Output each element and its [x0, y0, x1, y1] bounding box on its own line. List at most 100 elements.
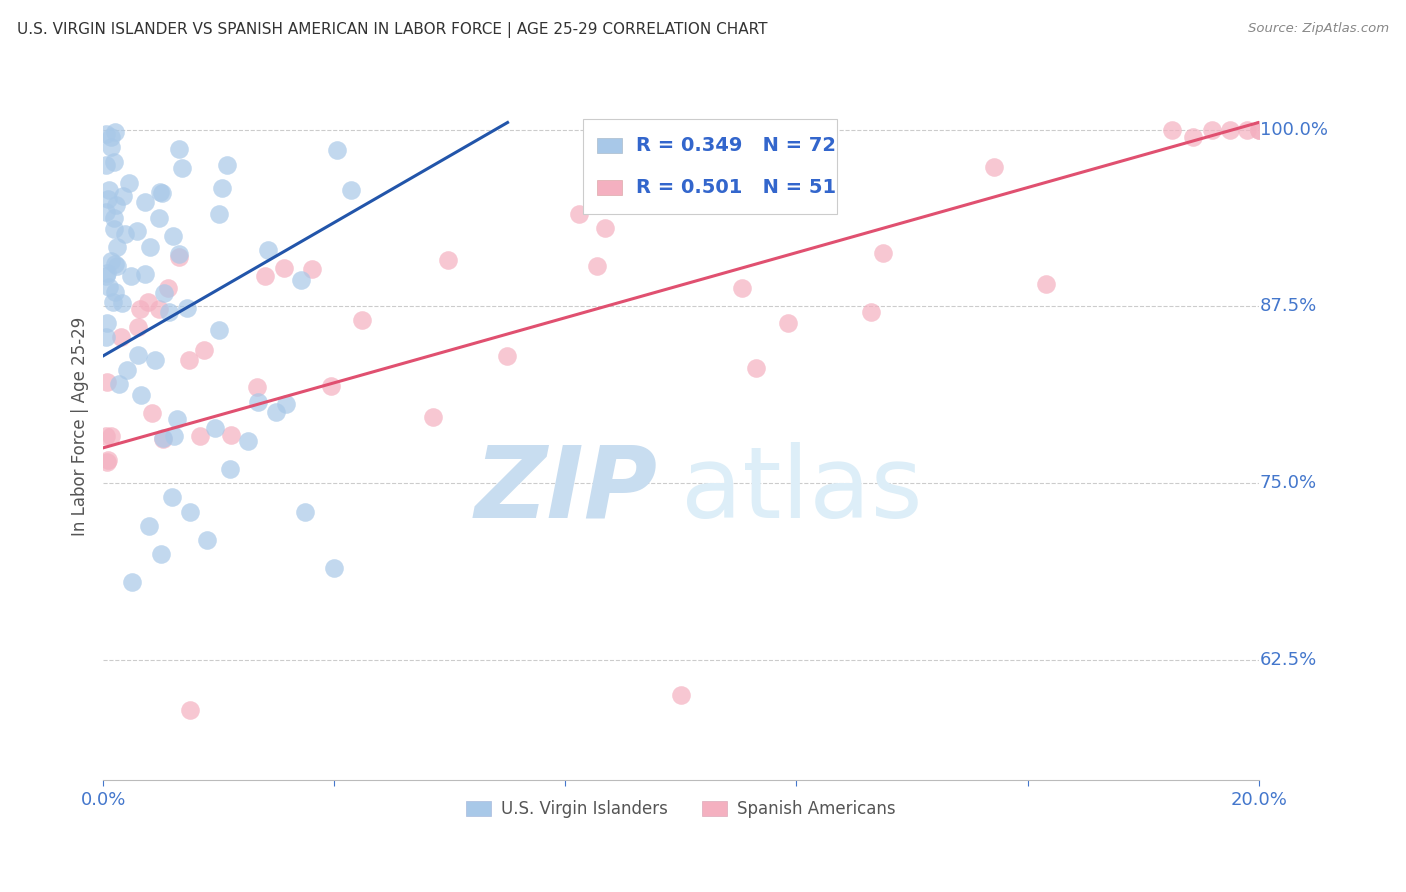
Point — [669, 689, 692, 703]
Point — [105, 259, 128, 273]
Point — [1181, 129, 1204, 144]
Point — [294, 504, 316, 518]
Point — [138, 240, 160, 254]
Text: 87.5%: 87.5% — [1260, 297, 1317, 316]
Point — [94, 158, 117, 172]
Point — [108, 376, 131, 391]
Point — [100, 253, 122, 268]
Point — [157, 305, 180, 319]
Point — [127, 348, 149, 362]
Point — [179, 504, 201, 518]
Point — [169, 250, 191, 264]
Point — [1035, 277, 1057, 291]
Point — [149, 547, 172, 561]
Point — [167, 247, 190, 261]
Point — [115, 363, 138, 377]
Text: Source: ZipAtlas.com: Source: ZipAtlas.com — [1249, 22, 1389, 36]
Point — [156, 281, 179, 295]
Point — [103, 211, 125, 226]
Point — [96, 455, 118, 469]
FancyBboxPatch shape — [582, 119, 837, 214]
Point — [776, 316, 799, 330]
Point — [496, 349, 519, 363]
Point — [172, 161, 194, 176]
Point — [162, 491, 184, 505]
Point — [725, 180, 748, 194]
Point — [98, 183, 121, 197]
Text: 75.0%: 75.0% — [1260, 475, 1317, 492]
Point — [176, 301, 198, 315]
Point — [983, 161, 1005, 175]
Point — [138, 518, 160, 533]
Point — [745, 361, 768, 376]
Point — [1247, 122, 1270, 136]
Point — [111, 296, 134, 310]
Point — [94, 330, 117, 344]
Text: 62.5%: 62.5% — [1260, 651, 1317, 669]
Point — [321, 379, 343, 393]
Point — [219, 427, 242, 442]
Point — [436, 253, 458, 268]
Point — [606, 182, 628, 196]
Point — [96, 316, 118, 330]
FancyBboxPatch shape — [596, 180, 621, 195]
Point — [266, 405, 288, 419]
Point — [104, 125, 127, 139]
Point — [195, 533, 218, 547]
Point — [105, 240, 128, 254]
Point — [169, 141, 191, 155]
Text: atlas: atlas — [681, 442, 922, 539]
Point — [149, 185, 172, 199]
Point — [1161, 122, 1184, 136]
Text: R = 0.349   N = 72: R = 0.349 N = 72 — [636, 136, 835, 155]
Point — [152, 431, 174, 445]
Point — [1201, 122, 1223, 136]
Point — [97, 280, 120, 294]
Y-axis label: In Labor Force | Age 25-29: In Labor Force | Age 25-29 — [72, 317, 89, 536]
Point — [585, 259, 607, 273]
Point — [163, 429, 186, 443]
Point — [97, 192, 120, 206]
Point — [208, 323, 231, 337]
Text: 100.0%: 100.0% — [1260, 120, 1327, 138]
Point — [110, 330, 132, 344]
Point — [188, 429, 211, 443]
Point — [100, 429, 122, 443]
Point — [204, 421, 226, 435]
Point — [141, 406, 163, 420]
Point — [100, 129, 122, 144]
Point — [143, 353, 166, 368]
Text: ZIP: ZIP — [475, 442, 658, 539]
Point — [162, 228, 184, 243]
Point — [94, 429, 117, 443]
Point — [104, 257, 127, 271]
Point — [872, 245, 894, 260]
Point — [254, 269, 277, 284]
Point — [129, 302, 152, 317]
Point — [150, 186, 173, 200]
Text: U.S. VIRGIN ISLANDER VS SPANISH AMERICAN IN LABOR FORCE | AGE 25-29 CORRELATION : U.S. VIRGIN ISLANDER VS SPANISH AMERICAN… — [17, 22, 768, 38]
Point — [94, 205, 117, 219]
Point — [208, 207, 231, 221]
Point — [247, 394, 270, 409]
Point — [127, 319, 149, 334]
Point — [236, 434, 259, 448]
Point — [695, 136, 717, 150]
Point — [257, 243, 280, 257]
Point — [101, 295, 124, 310]
Point — [148, 302, 170, 317]
Point — [325, 143, 347, 157]
Point — [177, 353, 200, 368]
Point — [120, 269, 142, 284]
Point — [323, 561, 346, 575]
Point — [94, 127, 117, 141]
Point — [100, 140, 122, 154]
Point — [148, 211, 170, 225]
Text: R = 0.501   N = 51: R = 0.501 N = 51 — [636, 178, 837, 197]
Point — [219, 462, 242, 476]
Point — [131, 388, 153, 402]
Point — [104, 285, 127, 299]
Point — [103, 155, 125, 169]
Point — [422, 409, 444, 424]
Point — [1247, 122, 1270, 136]
